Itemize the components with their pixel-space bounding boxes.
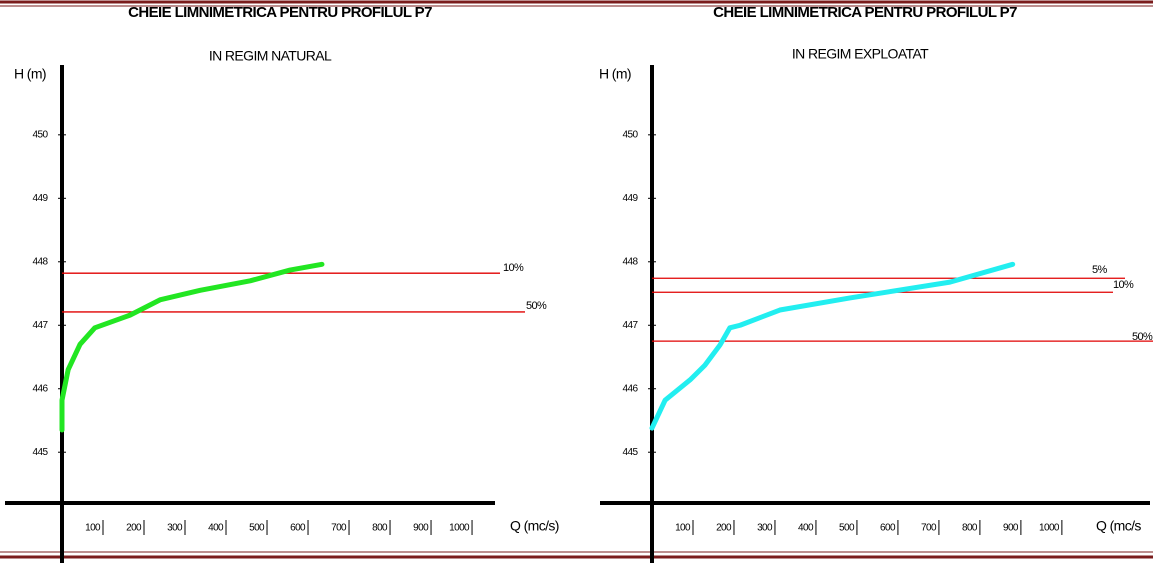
x-tick-label: 200 [126,523,142,534]
rating-curve [649,261,1016,431]
x-tick-label: 700 [331,523,347,534]
chart-title: CHEIE LIMNIMETRICA PENTRU PROFILUL P7 [713,4,1017,21]
y-tick-label: 447 [33,320,49,331]
x-tick-label: 300 [167,523,183,534]
y-tick-label: 446 [33,383,49,394]
y-axis-label: H (m) [14,66,46,82]
x-axis-label: Q (mc/s) [510,518,559,534]
x-tick-label: 800 [962,523,978,534]
chart-title: CHEIE LIMNIMETRICA PENTRU PROFILUL P7 [128,4,432,21]
y-tick-label: 445 [623,447,639,458]
rating-curve [59,261,325,433]
y-tick-label: 449 [33,193,49,204]
y-tick-label: 450 [33,129,49,140]
y-tick-label: 448 [33,256,49,267]
x-tick-label: 100 [85,523,101,534]
reference-label: 5% [1092,264,1108,276]
chart-subtitle: IN REGIM EXPLOATAT [792,46,929,62]
x-tick-label: 900 [413,523,429,534]
chart-subtitle: IN REGIM NATURAL [209,48,332,64]
x-tick-label: 600 [290,523,306,534]
y-tick-label: 448 [623,256,639,267]
y-tick-label: 449 [623,193,639,204]
x-tick-label: 400 [208,523,224,534]
reference-label: 10% [503,262,524,274]
y-tick-label: 450 [623,129,639,140]
y-tick-label: 445 [33,447,49,458]
reference-label: 50% [526,300,547,312]
x-tick-label: 700 [921,523,937,534]
x-tick-label: 200 [716,523,732,534]
x-tick-label: 500 [249,523,265,534]
x-tick-label: 600 [880,523,896,534]
reference-label: 50% [1132,331,1153,343]
x-tick-label: 1000 [1039,523,1060,534]
x-axis-label: Q (mc/s [1096,518,1141,534]
x-tick-label: 900 [1003,523,1019,534]
y-tick-label: 447 [623,320,639,331]
x-tick-label: 1000 [449,523,470,534]
reference-label: 10% [1113,279,1134,291]
y-axis-label: H (m) [599,66,631,82]
x-tick-label: 800 [372,523,388,534]
y-tick-label: 446 [623,383,639,394]
x-tick-label: 400 [798,523,814,534]
x-tick-label: 100 [675,523,691,534]
x-tick-label: 300 [757,523,773,534]
x-tick-label: 500 [839,523,855,534]
